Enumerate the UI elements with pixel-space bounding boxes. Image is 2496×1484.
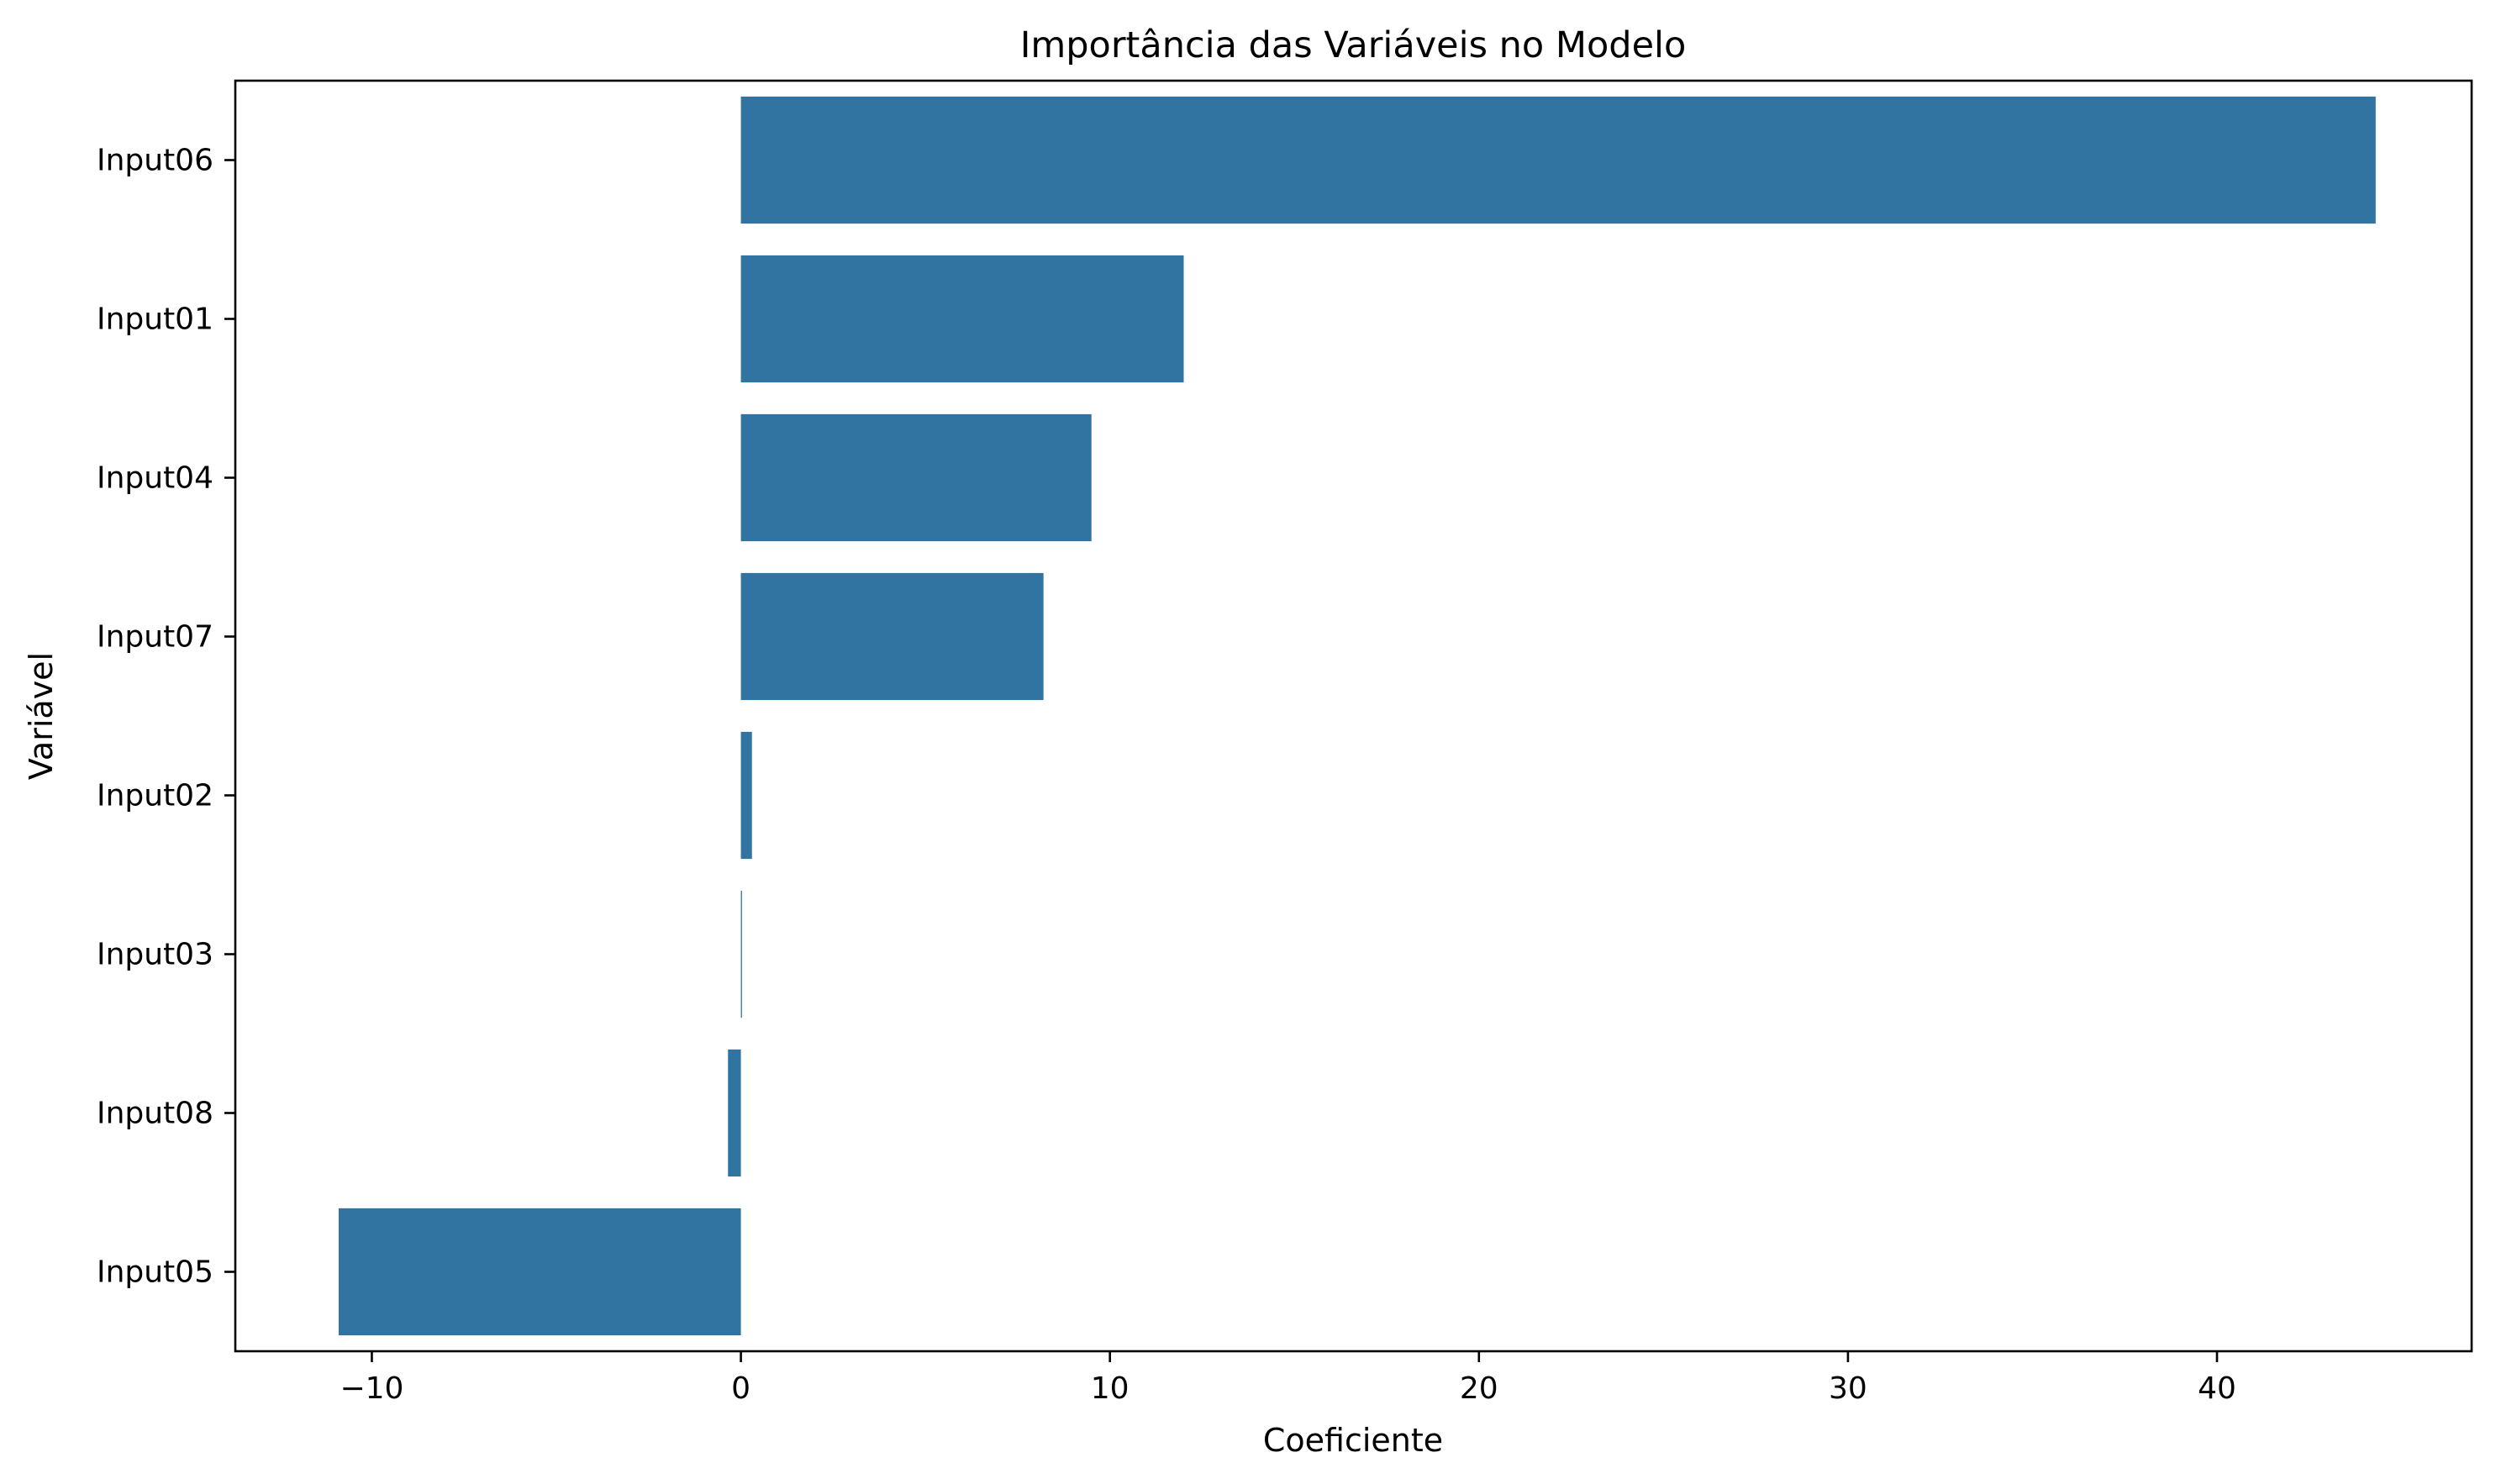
x-tick-label: 20: [1460, 1371, 1498, 1406]
bar-input05: [338, 1208, 741, 1336]
bar-input07: [740, 572, 1044, 701]
x-tick-label: 10: [1091, 1371, 1130, 1406]
bar-input02: [740, 731, 752, 860]
y-tick-label: Input03: [97, 938, 213, 972]
y-tick-label: Input04: [97, 461, 213, 496]
y-axis-label: Variável: [23, 652, 60, 780]
chart-title: Importância das Variáveis no Modelo: [1020, 24, 1687, 66]
bar-input04: [740, 413, 1092, 542]
x-tick-label: 0: [731, 1371, 750, 1406]
bar-input08: [728, 1049, 741, 1177]
bars-group: [338, 96, 2376, 1336]
x-tick-label: −10: [340, 1371, 403, 1406]
plot-frame: [234, 79, 2473, 1353]
bar-input06: [740, 96, 2376, 224]
y-tick-label: Input02: [97, 779, 213, 813]
x-tick-label: 30: [1829, 1371, 1867, 1406]
y-tick-label: Input07: [97, 620, 213, 655]
x-tick-label: 40: [2198, 1371, 2236, 1406]
y-tick-label: Input01: [97, 303, 213, 337]
x-axis-label: Coeficiente: [1263, 1422, 1443, 1459]
bar-input03: [740, 890, 742, 1018]
y-axis-ticks: Input06 Input01 Input04 Input07 Input02 Input…: [97, 144, 235, 1290]
y-tick-label: Input08: [97, 1097, 213, 1131]
x-axis-ticks: −10 0 10 20 30 40: [340, 1351, 2236, 1406]
y-tick-label: Input06: [97, 144, 213, 178]
bar-input01: [740, 255, 1184, 383]
y-tick-label: Input05: [97, 1255, 213, 1290]
